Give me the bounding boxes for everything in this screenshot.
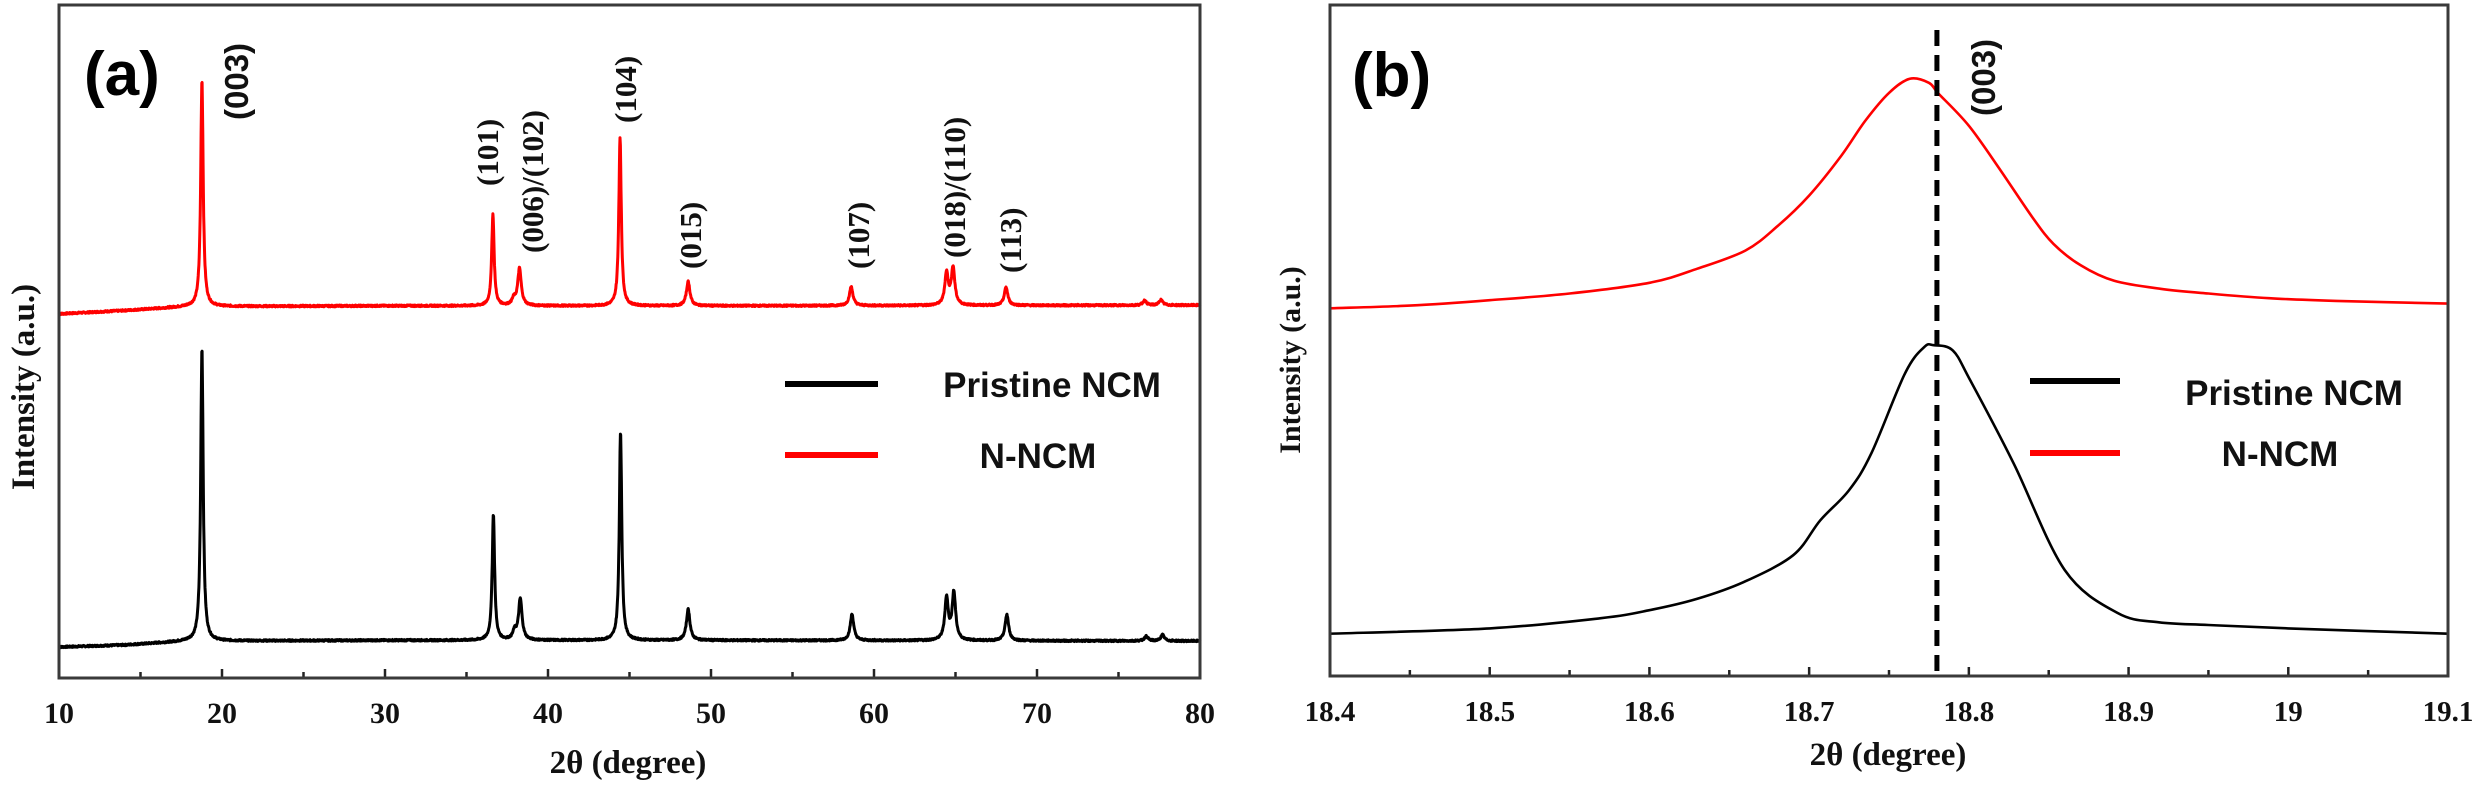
peak-label-015: (015) — [673, 202, 708, 269]
panel-b-series-group — [1328, 77, 2450, 635]
peak-label-018-110: (018)/(110) — [937, 117, 972, 258]
x-tick-label-50: 50 — [696, 697, 726, 730]
panel-b-y-axis-title: Intensity (a.u.) — [1274, 266, 1307, 454]
peak-label-113: (113) — [993, 208, 1028, 273]
x-tick-label-18-9: 18.9 — [2103, 696, 2154, 728]
series-line-pristine-ncm — [57, 349, 1202, 650]
legend-label-n-ncm: N-NCM — [2222, 435, 2339, 474]
series-line-pristine-ncm — [1328, 342, 2450, 635]
panel-a-x-tick-labels: 10 20 30 40 50 60 70 80 — [44, 697, 1215, 730]
legend-label-pristine-ncm: Pristine NCM — [2185, 374, 2403, 413]
panel-a-xrd-full-range: (003) (101) (006)/(102) (104) (015) (107) (018… — [6, 3, 1215, 781]
panel-b-tag: (b) — [1352, 41, 1431, 110]
panel-b-plot-frame — [1328, 3, 2450, 678]
x-tick-label-60: 60 — [859, 697, 889, 730]
peak-label-107: (107) — [841, 202, 876, 269]
x-tick-label-30: 30 — [370, 697, 400, 730]
x-tick-label-19: 19 — [2274, 696, 2303, 728]
x-tick-label-18-8: 18.8 — [1943, 696, 1994, 728]
x-tick-label-80: 80 — [1185, 697, 1215, 730]
panel-b-legend: Pristine NCM N-NCM — [2030, 374, 2403, 474]
peak-label-006-102: (006)/(102) — [515, 110, 550, 253]
panel-a-series-group — [57, 81, 1202, 650]
legend-label-pristine-ncm: Pristine NCM — [943, 366, 1161, 405]
panel-b-x-axis-title: 2θ (degree) — [1810, 737, 1967, 773]
panel-a-y-axis-title: Intensity (a.u.) — [6, 284, 42, 490]
panel-a-plot-frame — [57, 3, 1202, 680]
panel-a-x-axis-title: 2θ (degree) — [550, 745, 707, 781]
x-tick-label-40: 40 — [533, 697, 563, 730]
x-tick-label-18-7: 18.7 — [1784, 696, 1835, 728]
peak-label-101: (101) — [470, 119, 505, 186]
panel-b-xrd-003-zoom: (003) 18.4 18.5 18.6 18.7 18.8 18.9 19 19.1 (b)… — [1274, 3, 2474, 773]
legend-label-n-ncm: N-NCM — [980, 437, 1097, 476]
panel-b-003-label: (003) — [1965, 39, 2002, 116]
x-tick-label-10: 10 — [44, 697, 74, 730]
x-tick-label-70: 70 — [1022, 697, 1052, 730]
panel-a-peak-labels: (003) (101) (006)/(102) (104) (015) (107) (018… — [218, 43, 1028, 273]
panel-b-x-tick-labels: 18.4 18.5 18.6 18.7 18.8 18.9 19 19.1 — [1305, 696, 2474, 728]
x-tick-label-18-5: 18.5 — [1464, 696, 1515, 728]
x-tick-label-18-6: 18.6 — [1624, 696, 1675, 728]
series-line-n-ncm — [57, 81, 1202, 316]
series-line-n-ncm — [1328, 77, 2450, 310]
x-tick-label-18-4: 18.4 — [1305, 696, 1356, 728]
peak-label-104: (104) — [608, 56, 643, 123]
x-tick-label-20: 20 — [207, 697, 237, 730]
panel-a-tag: (a) — [84, 40, 160, 109]
panel-a-legend: Pristine NCM N-NCM — [785, 366, 1161, 476]
peak-label-003: (003) — [218, 43, 255, 120]
x-tick-label-19-1: 19.1 — [2423, 696, 2474, 728]
